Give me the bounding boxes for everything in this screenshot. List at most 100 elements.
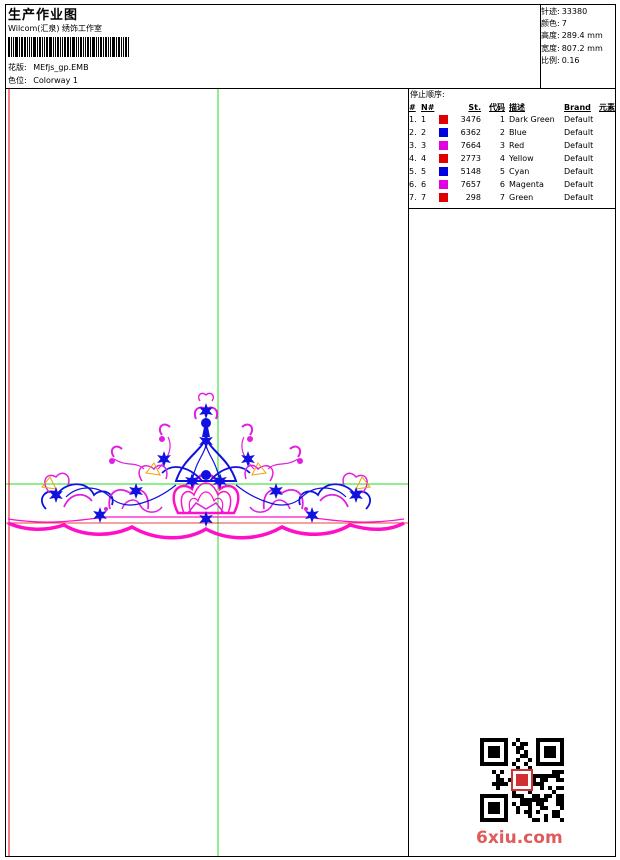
stats-panel: 针迹: 33380 颜色: 7 高度: 289.4 mm 宽度: 807.2 mm 比例… xyxy=(541,6,603,67)
star-flower xyxy=(157,451,171,467)
row-element xyxy=(599,139,615,152)
color-swatch xyxy=(439,191,451,204)
star-flower xyxy=(199,433,213,449)
header-divider xyxy=(5,88,616,89)
left-floral-motif xyxy=(41,423,177,513)
sheet-frame xyxy=(5,4,616,857)
row-code: 3 xyxy=(499,141,505,150)
row-element xyxy=(599,126,615,139)
stat-width: 宽度: 807.2 mm xyxy=(541,43,603,53)
row-index: 5. xyxy=(409,167,417,176)
row-code: 4 xyxy=(499,154,505,163)
col-stitches: St. xyxy=(468,102,481,112)
embroidery-design xyxy=(6,89,408,856)
row-element xyxy=(599,113,615,126)
row-brand: Default xyxy=(564,141,594,150)
row-needle: 1 xyxy=(421,115,427,124)
color-swatch xyxy=(439,126,451,139)
table-row: 4. 4 2773 4 Yellow Default xyxy=(409,152,615,165)
col-brand: Brand xyxy=(564,102,591,112)
row-code: 6 xyxy=(499,180,505,189)
table-row: 1. 1 3476 1 Dark Green Default xyxy=(409,113,615,126)
row-needle: 4 xyxy=(421,154,427,163)
star-flower xyxy=(129,483,143,499)
row-brand: Default xyxy=(564,128,594,137)
stop-sequence-title: 停止顺序: xyxy=(410,90,445,99)
row-code: 2 xyxy=(499,128,505,137)
color-swatch xyxy=(439,165,451,178)
row-code: 1 xyxy=(499,115,505,124)
row-stitches: 6362 xyxy=(460,128,481,137)
row-index: 3. xyxy=(409,141,417,150)
star-flower xyxy=(93,507,107,523)
table-row: 5. 5 5148 5 Cyan Default xyxy=(409,165,615,178)
star-flower xyxy=(49,487,63,503)
row-index: 2. xyxy=(409,128,417,137)
design-name-row: 花版: MEfjs_gp.EMB xyxy=(8,62,89,73)
stats-divider xyxy=(540,4,541,88)
right-floral-motif xyxy=(235,423,371,513)
row-description: Cyan xyxy=(509,167,530,176)
row-element xyxy=(599,165,615,178)
qr-code xyxy=(480,738,564,822)
row-stitches: 298 xyxy=(465,193,481,202)
col-code: 代码 xyxy=(489,102,505,112)
design-label: 花版: xyxy=(8,63,27,72)
star-flower xyxy=(199,511,213,527)
table-row: 7. 7 298 7 Green Default xyxy=(409,191,615,204)
star-flower xyxy=(213,473,227,489)
stat-stitches: 针迹: 33380 xyxy=(541,7,588,16)
row-needle: 2 xyxy=(421,128,427,137)
row-index: 1. xyxy=(409,115,417,124)
row-needle: 3 xyxy=(421,141,427,150)
stat-scale: 比例: 0.16 xyxy=(541,55,580,65)
col-index: # xyxy=(409,102,416,112)
color-swatch xyxy=(439,178,451,191)
row-stitches: 7664 xyxy=(460,141,481,150)
row-needle: 5 xyxy=(421,167,427,176)
stat-height: 高度: 289.4 mm xyxy=(541,31,603,41)
row-stitches: 7657 xyxy=(460,180,481,189)
row-stitches: 3476 xyxy=(460,115,481,124)
row-stitches: 2773 xyxy=(460,154,481,163)
row-index: 4. xyxy=(409,154,417,163)
color-swatch xyxy=(439,139,451,152)
star-flower xyxy=(241,451,255,467)
page-title: 生产作业图 xyxy=(8,8,79,23)
accent-dots xyxy=(104,436,308,511)
design-canvas xyxy=(6,89,408,856)
studio-subtitle: Wilcom(汇泉) 绣饰工作室 xyxy=(8,24,103,33)
stat-colors: 颜色: 7 xyxy=(541,19,567,29)
stop-sequence-table: # N# St. 代码 描述 Brand 元素 1. 1 3476 1 Dark Gre… xyxy=(409,101,615,204)
colorway-row: 色位: Colorway 1 xyxy=(8,75,78,86)
colorway-label: 色位: xyxy=(8,76,27,85)
sequence-divider xyxy=(408,208,616,209)
row-description: Dark Green xyxy=(509,115,555,124)
row-index: 7. xyxy=(409,193,417,202)
row-brand: Default xyxy=(564,154,594,163)
col-description: 描述 xyxy=(509,102,525,112)
canvas-divider xyxy=(408,88,409,857)
table-row: 6. 6 7657 6 Magenta Default xyxy=(409,178,615,191)
row-code: 7 xyxy=(499,193,505,202)
color-swatch xyxy=(439,113,451,126)
color-swatch xyxy=(439,152,451,165)
row-description: Blue xyxy=(509,128,527,137)
row-description: Red xyxy=(509,141,525,150)
star-flower xyxy=(185,473,199,489)
col-needle: N# xyxy=(421,102,435,112)
row-index: 6. xyxy=(409,180,417,189)
row-description: Magenta xyxy=(509,180,544,189)
table-header-row: # N# St. 代码 描述 Brand 元素 xyxy=(409,101,615,113)
row-brand: Default xyxy=(564,193,594,202)
barcode xyxy=(8,37,151,57)
design-value: MEfjs_gp.EMB xyxy=(33,63,89,72)
star-flower xyxy=(269,483,283,499)
row-description: Green xyxy=(509,193,534,202)
star-flower xyxy=(199,403,213,419)
row-brand: Default xyxy=(564,115,594,124)
row-element xyxy=(599,152,615,165)
row-element xyxy=(599,191,615,204)
watermark-text: 6xiu.com xyxy=(476,828,563,848)
row-code: 5 xyxy=(499,167,505,176)
